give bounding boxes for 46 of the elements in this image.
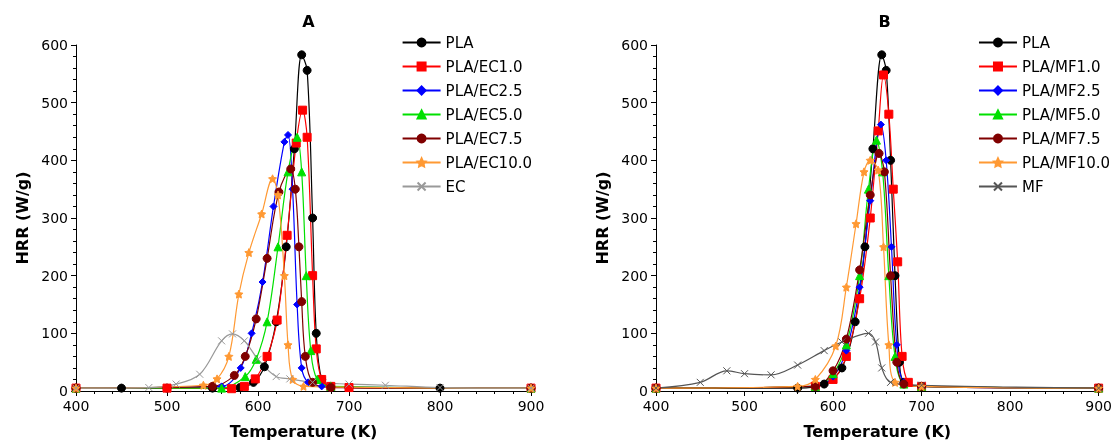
y-tick-label: 600 [41,37,68,53]
x-tick-label: 700 [908,398,935,414]
legend-label: PLA/MF7.5 [1021,129,1101,148]
y-tick-label: 500 [621,94,648,111]
legend-label: PLA/MF1.0 [1021,57,1101,76]
y-tick-label: 500 [41,94,68,111]
x-tick-label: 900 [517,398,545,414]
y-tick-label: 400 [41,152,68,169]
x-tick-label: 800 [426,398,454,414]
y-tick-label: 300 [41,210,68,226]
legend-label: PLA [1021,33,1051,52]
x-tick-label: 900 [1085,398,1113,414]
legend-label: PLA/EC10.0 [445,153,533,172]
legend-label: PLA [445,33,475,52]
y-tick-label: 100 [621,325,648,342]
legend-label: PLA/EC2.5 [445,81,523,100]
x-axis-title: Temperature (K) [229,421,378,441]
y-tick-label: 100 [41,325,68,342]
y-axis-title: HRR (W/g) [592,171,612,265]
y-tick-label: 200 [41,267,68,284]
chart-title: A [302,11,316,31]
legend-label: PLA/MF5.0 [1021,105,1101,124]
y-tick-label: 0 [639,383,648,399]
legend-label: PLA/EC5.0 [445,105,523,124]
x-tick-label: 700 [335,398,363,414]
x-tick-label: 400 [642,398,670,414]
y-tick-label: 200 [621,267,648,284]
x-tick-label: 600 [244,398,272,414]
y-axis-title: HRR (W/g) [12,171,32,265]
x-tick-label: 600 [819,398,847,414]
legend-label: PLA/MF2.5 [1021,81,1101,100]
x-tick-label: 500 [731,398,758,414]
chart-title: B [878,11,891,31]
legend-label: EC [445,177,466,196]
y-tick-label: 0 [59,383,68,399]
x-tick-label: 800 [996,398,1024,414]
y-tick-label: 600 [621,37,648,53]
x-axis-title: Temperature (K) [803,421,952,441]
x-tick-label: 400 [62,398,90,414]
x-tick-label: 500 [153,398,181,414]
legend-label: MF [1021,177,1044,196]
legend-label: PLA/MF10.0 [1021,153,1110,172]
y-tick-label: 300 [621,210,648,226]
legend-label: PLA/EC7.5 [445,129,523,148]
legend-label: PLA/EC1.0 [445,57,523,76]
y-tick-label: 400 [621,152,648,169]
